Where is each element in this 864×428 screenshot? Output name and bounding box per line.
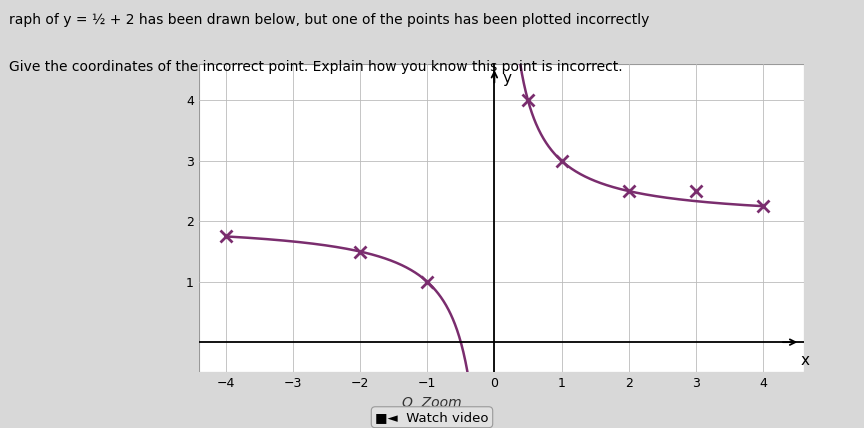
Text: ■◄  Watch video: ■◄ Watch video <box>375 411 489 424</box>
Text: y: y <box>503 71 511 86</box>
Text: Q  Zoom: Q Zoom <box>402 395 462 409</box>
Text: raph of y = ½ + 2 has been drawn below, but one of the points has been plotted i: raph of y = ½ + 2 has been drawn below, … <box>9 13 649 27</box>
Text: Give the coordinates of the incorrect point. Explain how you know this point is : Give the coordinates of the incorrect po… <box>9 60 622 74</box>
Text: x: x <box>800 353 810 368</box>
